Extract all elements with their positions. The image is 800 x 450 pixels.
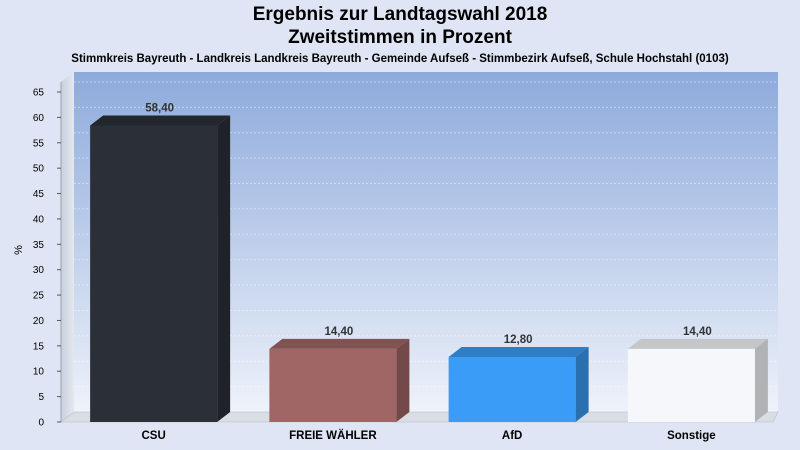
y-tick-label: 60 bbox=[33, 113, 45, 124]
data-label: 12,80 bbox=[504, 334, 533, 346]
y-tick-label: 20 bbox=[33, 316, 45, 327]
chart-subtitle: Stimmkreis Bayreuth - Landkreis Landkrei… bbox=[71, 53, 729, 65]
bar-front bbox=[90, 125, 218, 422]
bar-sonstige bbox=[627, 338, 768, 422]
y-tick-label: 25 bbox=[33, 291, 45, 302]
data-label: 58,40 bbox=[145, 103, 174, 115]
bar-front bbox=[269, 348, 397, 422]
bar-afd bbox=[448, 347, 589, 422]
bar-side bbox=[217, 115, 231, 422]
y-tick-label: 15 bbox=[33, 341, 45, 352]
bar-side bbox=[754, 338, 768, 422]
y-tick-label: 55 bbox=[33, 138, 45, 149]
x-tick-label: Sonstige bbox=[667, 430, 716, 442]
y-tick-label: 35 bbox=[33, 240, 45, 251]
y-tick-label: 50 bbox=[33, 164, 45, 175]
data-label: 14,40 bbox=[324, 326, 353, 338]
y-tick-label: 0 bbox=[38, 418, 44, 429]
chart-title-line-1: Ergebnis zur Landtagswahl 2018 bbox=[252, 4, 548, 25]
bar-top bbox=[90, 115, 231, 126]
x-tick-label: FREIE WÄHLER bbox=[289, 429, 377, 442]
chart-title: Ergebnis zur Landtagswahl 2018 Zweitstim… bbox=[0, 3, 800, 49]
y-tick-label: 10 bbox=[33, 367, 45, 378]
bar-top bbox=[627, 338, 768, 349]
x-axis: CSU FREIE WÄHLER AfD Sonstige bbox=[141, 429, 715, 442]
bar-front bbox=[448, 357, 576, 422]
y-tick-label: 30 bbox=[33, 265, 45, 276]
y-axis: 0 5 10 15 20 25 30 35 40 45 50 55 60 65 bbox=[33, 88, 61, 429]
y-tick-label: 65 bbox=[33, 88, 45, 99]
x-tick-label: AfD bbox=[502, 430, 522, 442]
bar-freie-w-hler bbox=[269, 338, 410, 422]
x-tick-label: CSU bbox=[141, 430, 165, 442]
bars: 58,40 14,40 12,80 14,40 bbox=[90, 103, 768, 422]
bar-csu bbox=[90, 115, 231, 422]
y-tick-label: 40 bbox=[33, 214, 45, 225]
data-label: 14,40 bbox=[683, 326, 712, 338]
y-axis-label: % bbox=[13, 245, 25, 255]
bar-side bbox=[396, 338, 410, 422]
bar-side bbox=[575, 347, 589, 422]
bar-top bbox=[269, 338, 410, 349]
bar-top bbox=[448, 347, 589, 358]
y-tick-label: 45 bbox=[33, 189, 45, 200]
y-tick-label: 5 bbox=[38, 392, 44, 403]
chart-title-line-2: Zweitstimmen in Prozent bbox=[288, 27, 512, 48]
bar-front bbox=[627, 348, 755, 422]
